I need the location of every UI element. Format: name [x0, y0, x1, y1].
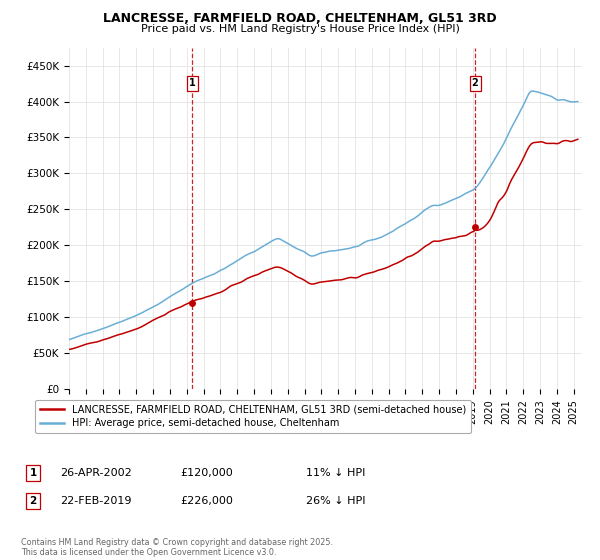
- Text: 2: 2: [29, 496, 37, 506]
- Text: £226,000: £226,000: [180, 496, 233, 506]
- Legend: LANCRESSE, FARMFIELD ROAD, CHELTENHAM, GL51 3RD (semi-detached house), HPI: Aver: LANCRESSE, FARMFIELD ROAD, CHELTENHAM, G…: [35, 400, 471, 433]
- Text: 11% ↓ HPI: 11% ↓ HPI: [306, 468, 365, 478]
- Text: 26-APR-2002: 26-APR-2002: [60, 468, 132, 478]
- Text: 22-FEB-2019: 22-FEB-2019: [60, 496, 131, 506]
- Text: Price paid vs. HM Land Registry's House Price Index (HPI): Price paid vs. HM Land Registry's House …: [140, 24, 460, 34]
- Text: 1: 1: [188, 78, 196, 88]
- Text: 2: 2: [472, 78, 478, 88]
- Text: £120,000: £120,000: [180, 468, 233, 478]
- Text: 26% ↓ HPI: 26% ↓ HPI: [306, 496, 365, 506]
- Text: Contains HM Land Registry data © Crown copyright and database right 2025.
This d: Contains HM Land Registry data © Crown c…: [21, 538, 333, 557]
- Text: 1: 1: [29, 468, 37, 478]
- Text: LANCRESSE, FARMFIELD ROAD, CHELTENHAM, GL51 3RD: LANCRESSE, FARMFIELD ROAD, CHELTENHAM, G…: [103, 12, 497, 25]
